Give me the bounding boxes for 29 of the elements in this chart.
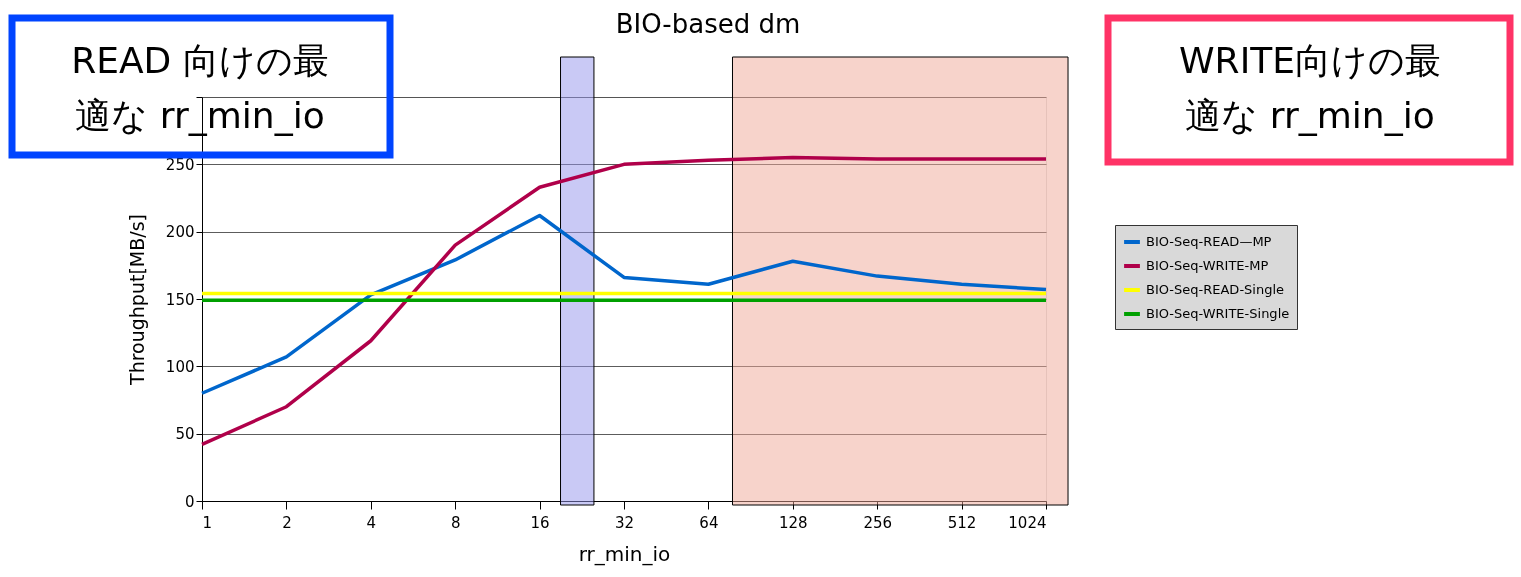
legend-label: BIO-Seq-READ—MP xyxy=(1146,234,1272,249)
x-tick-label: 1024 xyxy=(1008,513,1047,532)
x-tick-label: 32 xyxy=(614,513,635,532)
text: 適な rr_min_io xyxy=(1185,95,1435,136)
y-tick-label: 0 xyxy=(184,492,195,511)
line-series xyxy=(200,155,1048,447)
y-axis-title: Throughput[MB/s] xyxy=(125,214,148,386)
x-tick-label: 64 xyxy=(699,513,719,532)
text: READ 向けの最 xyxy=(71,40,329,81)
x-tick-label: 1 xyxy=(202,513,213,532)
y-tick-label: 200 xyxy=(165,223,195,242)
line-series xyxy=(200,213,1048,396)
legend-label: BIO-Seq-READ-Single xyxy=(1146,282,1285,297)
legend-label: BIO-Seq-WRITE-MP xyxy=(1146,258,1269,273)
y-tick-label: 100 xyxy=(165,357,195,376)
y-tick-label: 50 xyxy=(175,425,195,444)
x-tick-label: 4 xyxy=(366,513,377,532)
x-axis-title: rr_min_io xyxy=(578,541,671,566)
x-tick-label: 2 xyxy=(282,513,292,532)
x-tick-label: 512 xyxy=(947,513,977,532)
text: WRITE向けの最 xyxy=(1179,40,1441,81)
x-tick-label: 256 xyxy=(863,513,893,532)
x-tick-label: 128 xyxy=(778,513,808,532)
y-tick-label: 250 xyxy=(165,155,195,174)
chart-title: BIO-based dm xyxy=(615,9,801,39)
x-tick-label: 16 xyxy=(530,513,550,532)
y-tick-label: 150 xyxy=(165,290,195,309)
x-tick-label: 8 xyxy=(450,513,461,532)
legend-label: BIO-Seq-WRITE-Single xyxy=(1146,306,1290,321)
